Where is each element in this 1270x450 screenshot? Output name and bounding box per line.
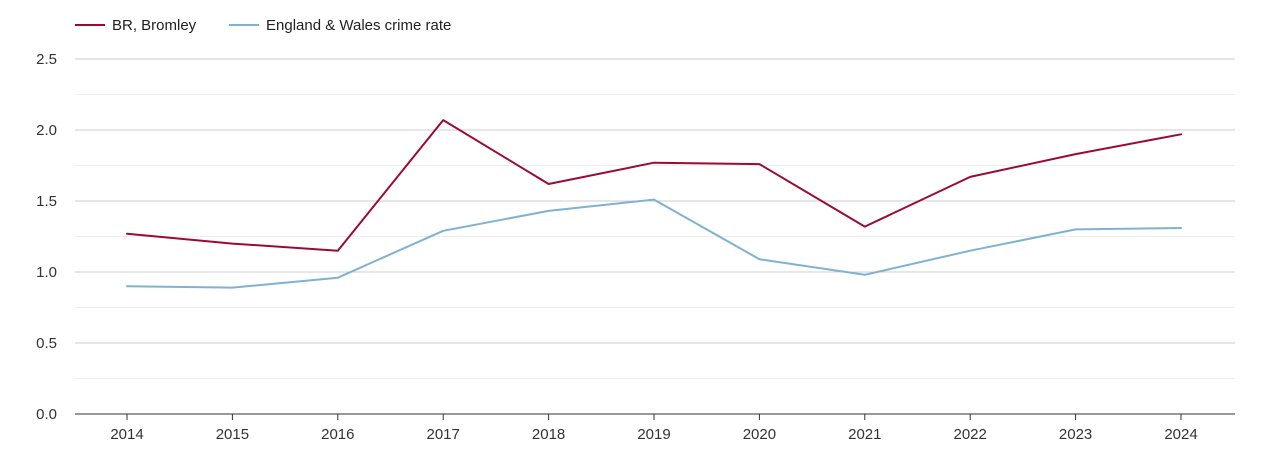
grid-lines: [75, 58, 1235, 379]
y-tick-label: 0.5: [36, 335, 57, 352]
series-line-bromley: [126, 119, 1182, 252]
legend-label-bromley: BR, Bromley: [112, 17, 197, 34]
x-tick-label: 2014: [110, 426, 143, 443]
x-tick-label: 2018: [532, 426, 565, 443]
x-tick-label: 2015: [216, 426, 249, 443]
axes: 0.0 0.5 1.0 1.5 2.0 2.5 2014 2015 2016 2017 2018 20…: [36, 51, 1235, 443]
y-tick-label: 2.5: [36, 51, 57, 68]
legend: BR, Bromley England & Wales crime rate: [75, 17, 451, 34]
x-tick-label: 2017: [427, 426, 460, 443]
x-tick-label: 2019: [637, 426, 670, 443]
series-group: [126, 119, 1182, 289]
x-tick-label: 2020: [743, 426, 776, 443]
series-line-england-wales: [126, 198, 1182, 289]
x-tick-label: 2022: [954, 426, 987, 443]
y-tick-label: 2.0: [36, 122, 57, 139]
legend-item-bromley[interactable]: BR, Bromley: [75, 17, 197, 34]
legend-item-england-wales[interactable]: England & Wales crime rate: [229, 17, 451, 34]
y-tick-label: 0.0: [36, 406, 57, 423]
legend-label-england-wales: England & Wales crime rate: [266, 17, 451, 34]
x-tick-label: 2021: [848, 426, 881, 443]
y-tick-label: 1.0: [36, 264, 57, 281]
y-tick-label: 1.5: [36, 193, 57, 210]
x-tick-label: 2024: [1164, 426, 1197, 443]
x-tick-label: 2016: [321, 426, 354, 443]
x-tick-label: 2023: [1059, 426, 1092, 443]
